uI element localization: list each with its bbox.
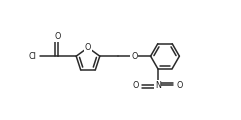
Text: Cl: Cl xyxy=(28,52,36,61)
Text: O: O xyxy=(55,33,61,42)
Text: O: O xyxy=(131,52,137,61)
Text: O: O xyxy=(133,81,139,90)
Text: O: O xyxy=(176,81,183,90)
Text: O: O xyxy=(85,43,91,52)
Text: N: N xyxy=(155,81,161,90)
